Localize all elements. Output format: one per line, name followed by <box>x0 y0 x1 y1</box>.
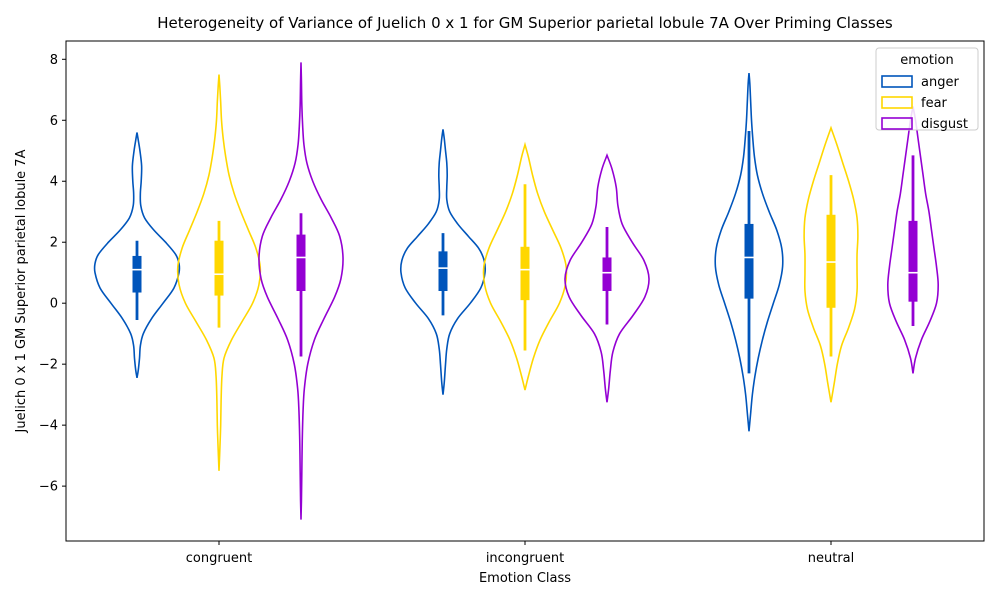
y-tick-label: 0 <box>50 297 58 312</box>
iqr-box-fear-incongruent <box>520 246 530 301</box>
violin-fear-neutral <box>803 125 859 403</box>
plot-area <box>93 62 940 520</box>
legend-label-anger: anger <box>921 75 959 90</box>
x-tick-label-neutral: neutral <box>808 551 855 566</box>
iqr-box-disgust-neutral <box>908 220 918 302</box>
violin-anger-neutral <box>714 72 784 432</box>
chart-title: Heterogeneity of Variance of Juelich 0 x… <box>157 14 893 32</box>
iqr-box-disgust-incongruent <box>602 257 612 291</box>
x-axis-label: Emotion Class <box>479 571 571 586</box>
iqr-box-anger-congruent <box>132 255 142 293</box>
violin-fear-congruent <box>176 74 262 471</box>
x-axis: congruent incongruent neutral <box>186 541 855 566</box>
y-tick-label: 4 <box>50 175 58 190</box>
violin-fear-incongruent <box>482 141 568 391</box>
violin-anger-incongruent <box>399 129 487 395</box>
x-tick-label-incongruent: incongruent <box>486 551 564 566</box>
legend-swatch-anger <box>881 75 913 88</box>
y-axis-label: Juelich 0 x 1 GM Superior parietal lobul… <box>14 149 29 433</box>
iqr-box-anger-incongruent <box>438 251 448 291</box>
legend-box <box>875 47 979 131</box>
legend: emotion anger fear disgust <box>875 47 979 132</box>
violin-disgust-incongruent <box>564 153 650 403</box>
violin-anger-congruent <box>93 132 181 379</box>
legend-swatch-fear <box>881 96 913 109</box>
iqr-box-anger-neutral <box>744 223 754 299</box>
y-tick-label: −6 <box>39 480 58 495</box>
y-tick-label: 2 <box>50 236 58 251</box>
legend-swatch-disgust <box>881 117 913 130</box>
legend-label-fear: fear <box>921 96 948 111</box>
y-tick-label: −2 <box>39 358 58 373</box>
iqr-box-fear-congruent <box>214 240 224 296</box>
violin-disgust-congruent <box>258 62 344 520</box>
iqr-box-disgust-congruent <box>296 234 306 291</box>
x-tick-label-congruent: congruent <box>186 551 253 566</box>
y-axis: −6 −4 −2 0 2 4 6 8 <box>39 53 66 495</box>
y-tick-label: −4 <box>39 419 58 434</box>
y-tick-label: 8 <box>50 53 58 68</box>
legend-label-disgust: disgust <box>921 117 968 132</box>
legend-title: emotion <box>900 53 954 68</box>
y-tick-label: 6 <box>50 114 58 129</box>
